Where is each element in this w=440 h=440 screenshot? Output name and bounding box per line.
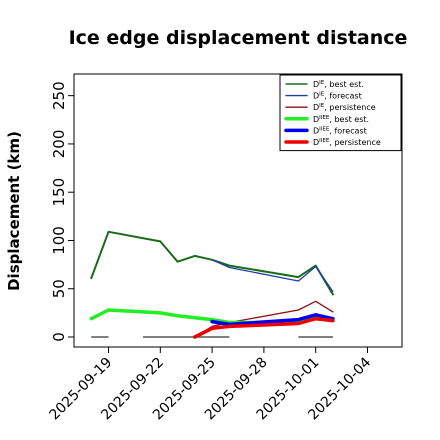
series-line-5 [193,316,335,339]
y-axis-label: Displacement (km) [5,131,23,291]
legend: DIE, best est. DIE, forecast DIE, persiste… [279,74,402,152]
y-tick-label-0: 0 [50,332,68,342]
legend-label-5: DIIEE, persistence [313,138,381,147]
legend-label-2: DIE, persistence [313,103,376,112]
legend-label-4: DIIEE, forecast [313,126,367,135]
y-tick-label-2: 100 [50,226,68,255]
plot-area-frame [73,73,403,348]
series-lines [89,230,335,339]
series-line-1 [211,259,334,293]
y-tick-label-5: 250 [50,81,68,110]
y-tick-label-3: 150 [50,178,68,207]
legend-label-1: DIE, forecast [313,92,362,101]
legend-box [279,74,402,152]
legend-label-0: DIE, best est. [313,80,364,89]
y-tick-label-4: 200 [50,130,68,159]
y-axis: 0 50 100 150 200 250 [50,81,74,342]
x-axis: 2025-09-192025-09-222025-09-252025-09-28… [47,347,374,423]
chart-title: Ice edge displacement distance [69,27,408,49]
series-line-0 [90,230,334,296]
legend-label-3: DIIEE, best est. [313,115,369,124]
y-tick-label-1: 50 [50,279,68,298]
series-line-4 [210,313,335,327]
